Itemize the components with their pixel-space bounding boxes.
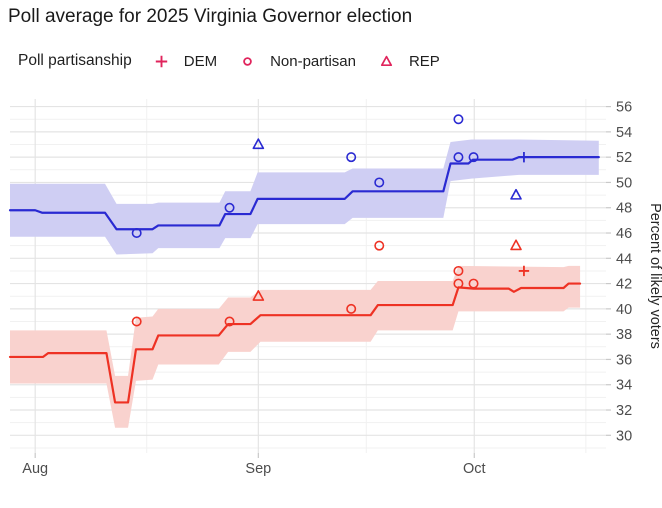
y-tick-label: 38 [616, 327, 632, 343]
poll-point-dem [131, 228, 142, 239]
y-tick-label: 52 [616, 150, 632, 166]
x-tick-label: Sep [245, 461, 271, 477]
legend-label-rep: REP [408, 52, 440, 70]
y-tick-label: 42 [616, 277, 632, 293]
poll-point-rep [131, 316, 142, 327]
legend-label-nonpartisan: Non-partisan [270, 52, 356, 70]
triangle-icon [380, 55, 393, 66]
poll-point-dem [252, 138, 265, 150]
y-tick-label: 36 [616, 352, 632, 368]
plus-icon [155, 55, 167, 67]
poll-point-rep [510, 239, 522, 251]
y-tick-label: 54 [616, 125, 632, 141]
poll-point-rep [453, 278, 464, 289]
poll-point-dem [468, 152, 479, 163]
y-axis-title: Percent of likely voters [647, 203, 662, 349]
poll-point-dem [346, 152, 357, 163]
poll-point-dem [374, 177, 385, 188]
y-tick-label: 40 [616, 302, 632, 318]
poll-point-dem [453, 114, 464, 125]
legend-title: Poll partisanship [18, 52, 132, 69]
circle-icon [243, 56, 252, 66]
poll-point-dem [510, 188, 522, 200]
legend-item-rep: REP [378, 53, 440, 70]
y-tick-label: 30 [616, 428, 632, 444]
poll-point-rep [453, 265, 464, 276]
legend-item-nonpartisan: Non-partisan [239, 53, 356, 70]
poll-point-rep [224, 316, 235, 327]
legend: Poll partisanship DEM Non-partisan REP [18, 52, 462, 70]
y-tick-label: 34 [616, 378, 632, 394]
x-tick-label: Oct [463, 461, 486, 477]
poll-point-rep [518, 265, 530, 277]
poll-point-rep [374, 240, 385, 251]
y-tick-label: 44 [616, 251, 632, 267]
rep_average-confidence-band [10, 265, 581, 428]
poll-point-rep [468, 278, 479, 289]
poll-point-dem [224, 202, 235, 213]
poll-point-rep [346, 303, 357, 314]
poll-point-dem [453, 152, 464, 163]
poll-point-dem [518, 151, 530, 163]
y-tick-label: 48 [616, 201, 632, 217]
rep_average-trend-line [8, 282, 582, 404]
x-tick-label: Aug [22, 461, 48, 477]
y-tick-label: 32 [616, 403, 632, 419]
chart-title: Poll average for 2025 Virginia Governor … [8, 6, 413, 27]
y-tick-label: 50 [616, 175, 632, 191]
legend-item-dem: DEM [153, 53, 217, 70]
y-tick-label: 46 [616, 226, 632, 242]
y-tick-label: 56 [616, 100, 632, 116]
dem_average-trend-line [8, 156, 600, 231]
legend-label-dem: DEM [183, 52, 218, 70]
poll-point-rep [252, 290, 265, 301]
